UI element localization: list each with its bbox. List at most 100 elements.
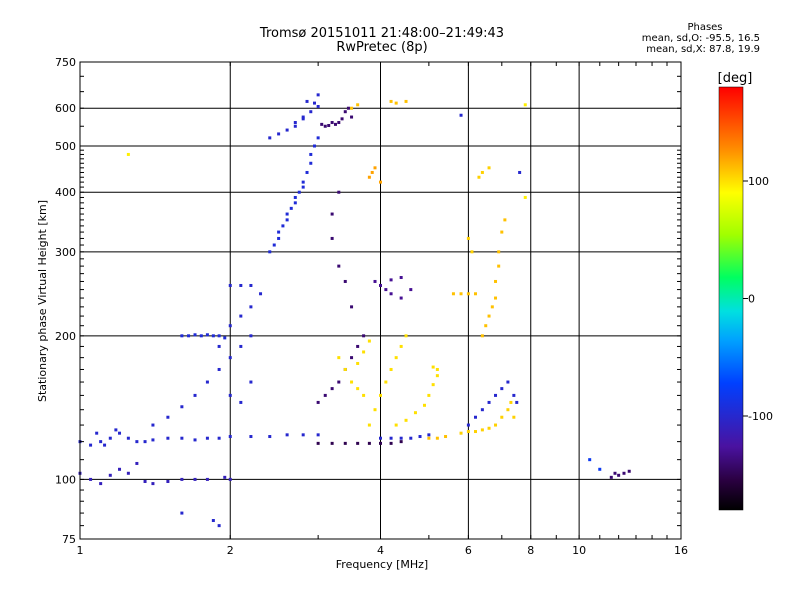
data-point [494, 279, 498, 283]
data-point [389, 292, 393, 296]
data-point [151, 423, 155, 427]
phase-stats-box: Phases mean, sd,O: -95.5, 16.5 mean, sd,… [610, 22, 760, 55]
data-point [330, 236, 334, 240]
data-point [330, 387, 334, 391]
data-point [309, 161, 313, 165]
data-point [435, 374, 439, 378]
data-point [211, 334, 215, 338]
data-point [404, 99, 408, 103]
data-point [205, 436, 209, 440]
data-point [389, 441, 393, 445]
data-point [305, 99, 309, 103]
data-point [356, 103, 360, 107]
data-point [281, 224, 285, 228]
data-point [473, 415, 477, 419]
data-point [523, 195, 527, 199]
data-point [89, 443, 93, 447]
data-point [103, 443, 107, 447]
data-point [473, 292, 477, 296]
data-point [362, 350, 366, 354]
data-point [480, 170, 484, 174]
data-point [108, 473, 112, 477]
data-point [418, 435, 422, 439]
data-point [373, 279, 377, 283]
data-point [293, 124, 297, 128]
data-point [617, 473, 621, 477]
data-point [277, 230, 281, 234]
data-point [223, 336, 227, 340]
data-point [379, 441, 382, 445]
data-point [362, 334, 366, 338]
data-point [399, 344, 403, 348]
data-point [126, 471, 130, 475]
data-point [506, 408, 510, 412]
data-point [503, 218, 507, 222]
data-point [477, 175, 481, 179]
data-point [394, 101, 398, 105]
data-point [598, 467, 602, 471]
data-point [193, 333, 197, 337]
data-point [459, 292, 463, 296]
data-point [399, 296, 403, 300]
data-point [217, 524, 221, 528]
data-point [367, 339, 371, 343]
data-point [367, 423, 371, 427]
data-point [114, 428, 118, 432]
data-point [367, 441, 371, 445]
data-point [523, 103, 527, 107]
data-point [312, 144, 316, 148]
data-point [268, 435, 272, 439]
data-point [193, 477, 197, 481]
data-point [444, 435, 448, 439]
data-point [389, 99, 393, 103]
data-point [356, 344, 360, 348]
chart-grid [79, 61, 682, 539]
data-point [228, 324, 232, 328]
data-point [289, 206, 293, 210]
x-tick-label: 8 [527, 544, 534, 557]
data-point [108, 436, 112, 440]
data-point [494, 393, 498, 397]
data-point [285, 433, 289, 437]
data-point [490, 305, 494, 309]
data-point [228, 393, 232, 397]
data-point [350, 380, 354, 384]
data-point [316, 93, 320, 97]
data-point [223, 475, 227, 479]
data-point [126, 152, 130, 156]
data-point [384, 380, 388, 384]
x-tick-label: 2 [227, 544, 234, 557]
data-point [399, 436, 403, 440]
data-point [435, 367, 439, 371]
phase-stats-heading: Phases [687, 22, 723, 33]
data-point [118, 431, 122, 435]
data-point [277, 236, 281, 240]
data-point [95, 431, 99, 435]
data-point [285, 128, 289, 132]
data-point [487, 166, 491, 170]
data-point [205, 380, 209, 384]
data-point [239, 314, 243, 318]
x-axis-label: Frequency [MHz] [336, 558, 428, 571]
data-point [389, 278, 393, 282]
data-point [512, 393, 516, 397]
data-point [466, 430, 470, 434]
data-point [459, 431, 463, 435]
data-point [228, 356, 232, 360]
data-point [301, 185, 305, 189]
data-point [367, 175, 371, 179]
data-point [588, 458, 592, 462]
data-point [350, 305, 354, 309]
data-point [394, 423, 398, 427]
data-point [404, 334, 408, 338]
data-point [337, 121, 341, 125]
data-point [293, 201, 297, 205]
data-point [268, 136, 272, 140]
chart-tick-labels: 1 2 4 6 8 10 16 75 100 200 300 400 500 600 750 [55, 56, 688, 557]
data-point [609, 475, 613, 479]
data-point [413, 411, 417, 415]
data-point [187, 334, 191, 338]
data-point [497, 264, 501, 268]
data-point [330, 212, 334, 216]
data-point [356, 387, 360, 391]
